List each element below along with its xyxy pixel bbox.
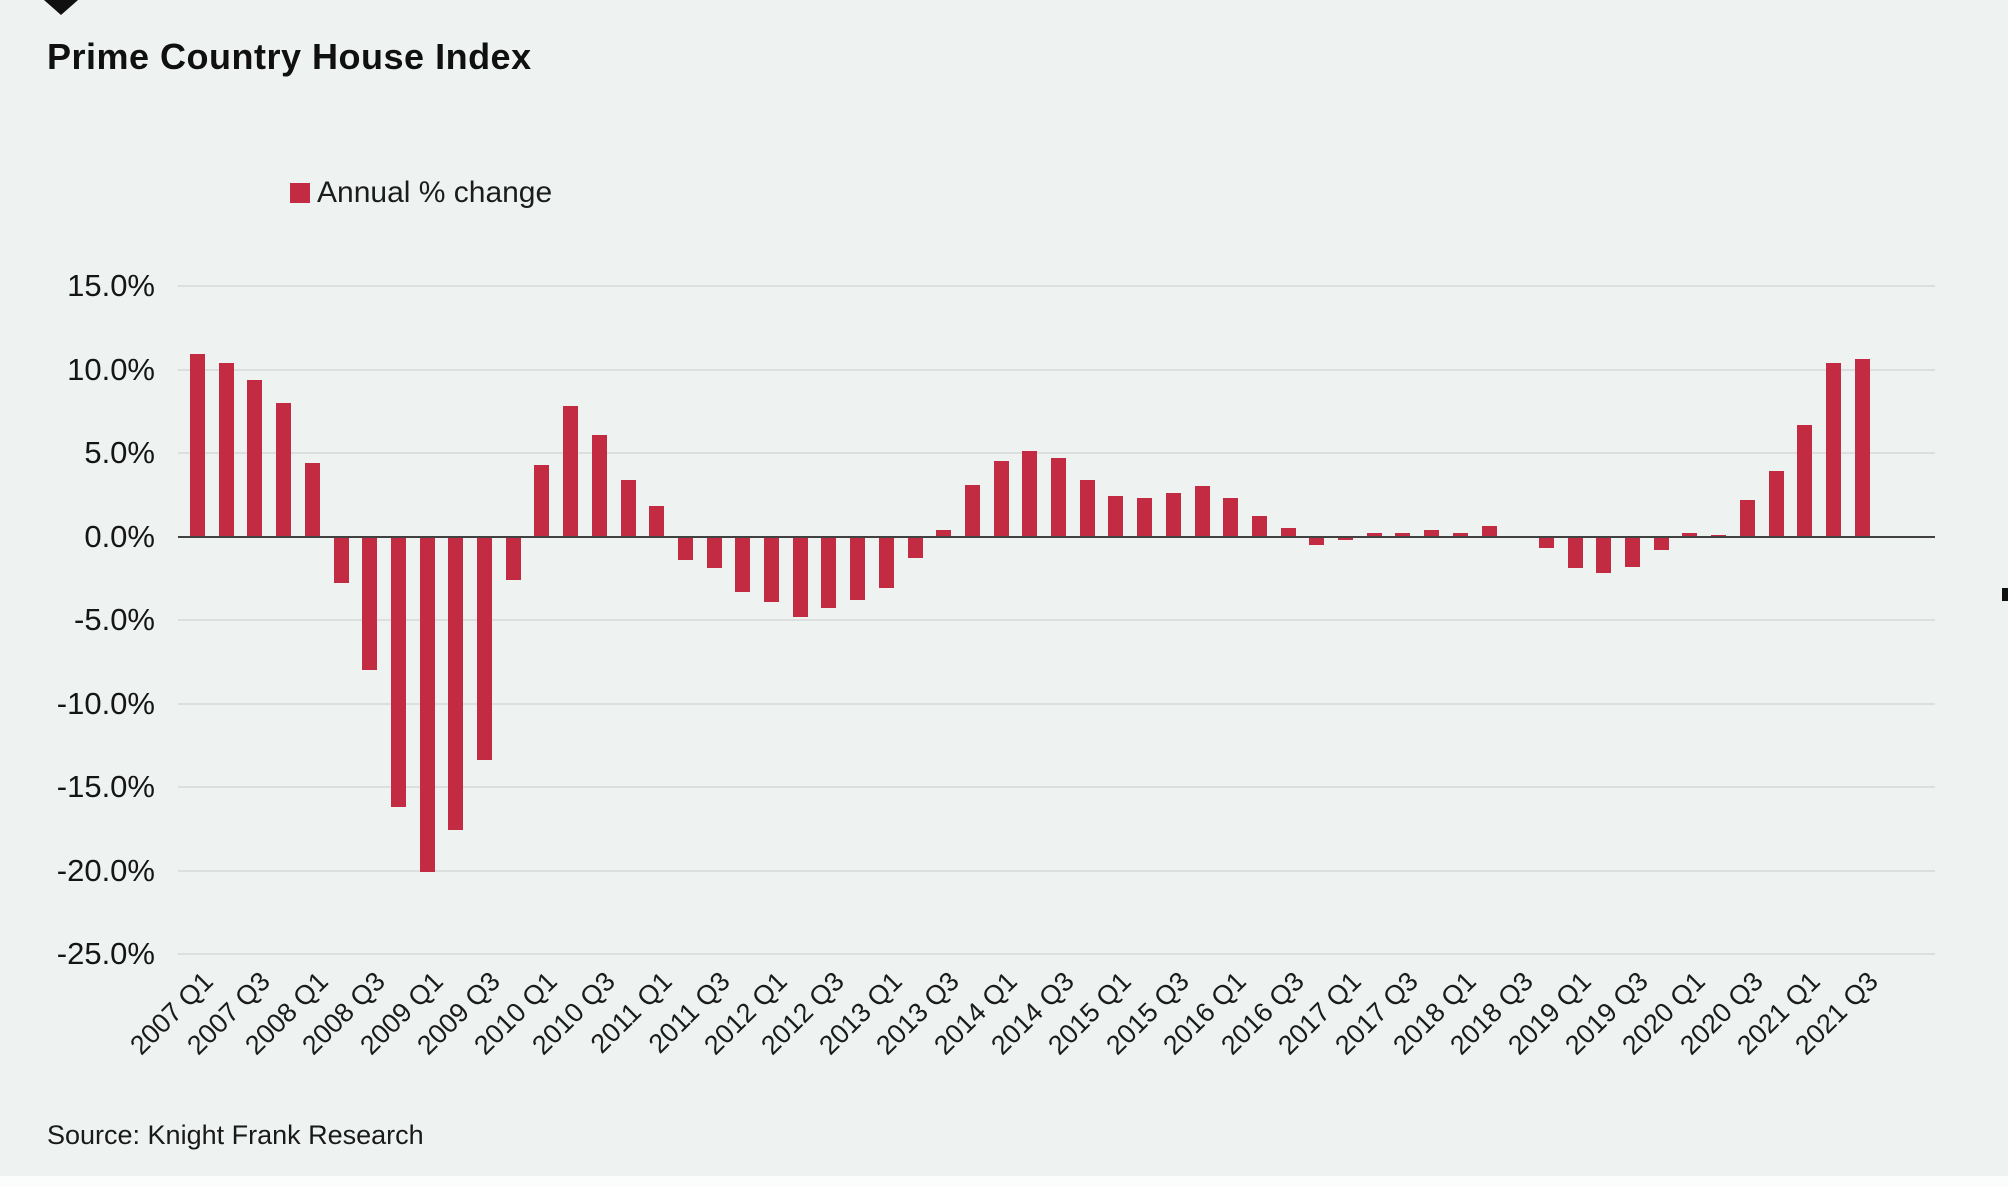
y-axis-label: 15.0%	[67, 268, 155, 303]
bar-2015-Q2	[1137, 498, 1153, 537]
bar-2021-Q1	[1797, 424, 1813, 537]
bar-2015-Q4	[1194, 486, 1210, 537]
bar-2019-Q4	[1653, 536, 1669, 550]
bar-2021-Q2	[1825, 362, 1841, 537]
bar-2013-Q2	[907, 536, 923, 559]
bar-2010-Q2	[563, 406, 579, 537]
bar-2021-Q3	[1854, 359, 1870, 537]
y-axis-label: 5.0%	[84, 435, 155, 470]
bar-2014-Q4	[1079, 479, 1095, 537]
diamond-logo-icon	[44, 0, 78, 15]
bar-2013-Q1	[878, 536, 894, 589]
bar-2011-Q1	[649, 506, 665, 537]
bar-2011-Q3	[706, 536, 722, 569]
bar-2007-Q2	[218, 362, 234, 537]
bar-2018-Q1	[1452, 533, 1468, 537]
y-axis-label: -15.0%	[56, 769, 155, 804]
bar-2009-Q4	[505, 536, 521, 580]
y-axis-label: 10.0%	[67, 351, 155, 387]
bar-2008-Q4	[390, 536, 406, 808]
gridline--20pct	[178, 869, 1935, 872]
bar-2008-Q2	[333, 536, 349, 584]
bar-2016-Q1	[1223, 498, 1239, 537]
gridline--25pct	[178, 953, 1935, 955]
bar-2011-Q4	[735, 536, 751, 592]
y-axis-label: -25.0%	[56, 936, 155, 971]
bar-2007-Q3	[247, 379, 263, 537]
bar-2009-Q3	[477, 536, 492, 761]
bar-2012-Q3	[821, 536, 837, 609]
bar-2019-Q1	[1567, 536, 1583, 569]
gridline-5pct	[178, 452, 1935, 454]
bar-2008-Q1	[304, 463, 320, 537]
bar-2014-Q3	[1051, 458, 1066, 537]
x-axis-zero-line	[178, 535, 1935, 538]
clipped-edge-mark	[2002, 588, 2008, 601]
y-axis-label: -10.0%	[56, 685, 155, 721]
gridline--10pct	[178, 702, 1935, 705]
bar-2012-Q2	[792, 536, 808, 617]
bar-2012-Q4	[850, 536, 866, 600]
bar-2019-Q3	[1625, 536, 1640, 567]
gridline-10pct	[178, 368, 1935, 371]
bar-2016-Q3	[1280, 528, 1296, 537]
gridline-15pct	[178, 285, 1935, 287]
bar-2009-Q1	[419, 536, 435, 873]
bar-2017-Q4	[1424, 529, 1440, 537]
bar-2015-Q1	[1108, 496, 1124, 537]
page-title: Prime Country House Index	[47, 36, 532, 77]
bar-2017-Q1	[1338, 536, 1353, 540]
source-text: Source: Knight Frank Research	[47, 1120, 424, 1150]
bar-2011-Q2	[677, 536, 693, 560]
y-axis-label: 0.0%	[84, 518, 155, 554]
bar-2016-Q2	[1251, 516, 1267, 537]
bar-2010-Q4	[620, 479, 636, 537]
bar-2010-Q3	[591, 434, 607, 537]
bottom-strip	[0, 1176, 2008, 1186]
bar-2012-Q1	[764, 536, 779, 602]
bar-2020-Q3	[1739, 499, 1755, 537]
bar-2014-Q2	[1022, 451, 1038, 537]
bar-2020-Q4	[1768, 471, 1784, 537]
bar-2015-Q3	[1165, 493, 1181, 537]
gridline--5pct	[178, 619, 1935, 621]
legend-swatch-icon	[290, 183, 310, 203]
bar-2018-Q2	[1481, 526, 1497, 537]
y-axis-label: -20.0%	[56, 852, 155, 888]
bar-2019-Q2	[1596, 536, 1612, 574]
bar-2016-Q4	[1309, 536, 1325, 545]
bar-2008-Q3	[362, 536, 378, 671]
bar-2009-Q2	[448, 536, 464, 831]
bar-2017-Q2	[1366, 533, 1382, 537]
bar-2018-Q4	[1538, 536, 1554, 549]
y-axis-label: -5.0%	[74, 602, 155, 637]
bar-2013-Q3	[936, 529, 952, 537]
bar-2020-Q1	[1682, 533, 1698, 537]
bar-2014-Q1	[993, 461, 1009, 537]
gridline--15pct	[178, 786, 1935, 788]
bar-2007-Q4	[276, 402, 292, 537]
bar-2013-Q4	[964, 484, 980, 537]
legend: Annual % change	[290, 176, 553, 209]
bar-2007-Q1	[190, 354, 205, 537]
legend-label: Annual % change	[317, 176, 553, 209]
bar-2017-Q3	[1395, 533, 1411, 537]
bar-2010-Q1	[534, 464, 550, 537]
